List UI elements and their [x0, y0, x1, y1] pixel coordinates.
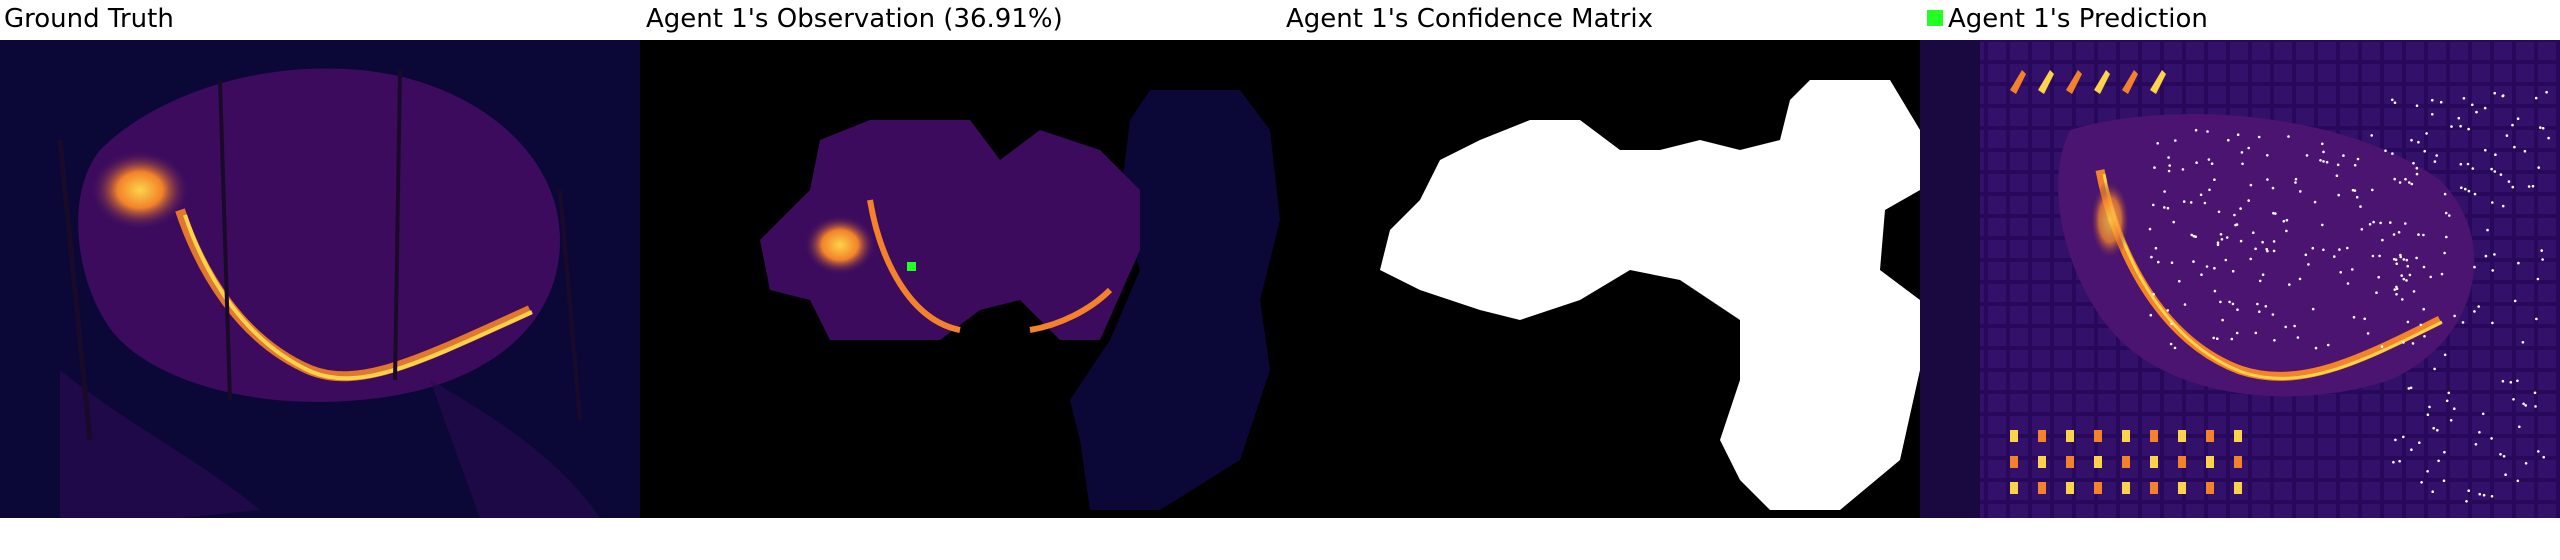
confidence-mask [1280, 40, 1920, 518]
bottom-artifact-marks [2010, 430, 2242, 494]
prediction-panel [1920, 40, 2560, 518]
observation-title: Agent 1's Observation (36.91%) [646, 4, 1063, 34]
prediction-heatmap [1920, 40, 2560, 518]
ground-truth-panel [0, 40, 640, 518]
agent-marker [907, 262, 916, 271]
ground-truth-title: Ground Truth [4, 4, 174, 34]
confidence-title: Agent 1's Confidence Matrix [1286, 4, 1654, 34]
green-square-icon [1927, 10, 1943, 26]
prediction-title: Agent 1's Prediction [1948, 4, 2208, 34]
observation-heatmap [640, 40, 1280, 518]
observation-panel [640, 40, 1280, 518]
top-artifact-marks [2010, 70, 2166, 94]
ground-truth-heatmap [0, 40, 640, 518]
confidence-panel [1280, 40, 1920, 518]
prediction-dots [2148, 90, 2550, 503]
